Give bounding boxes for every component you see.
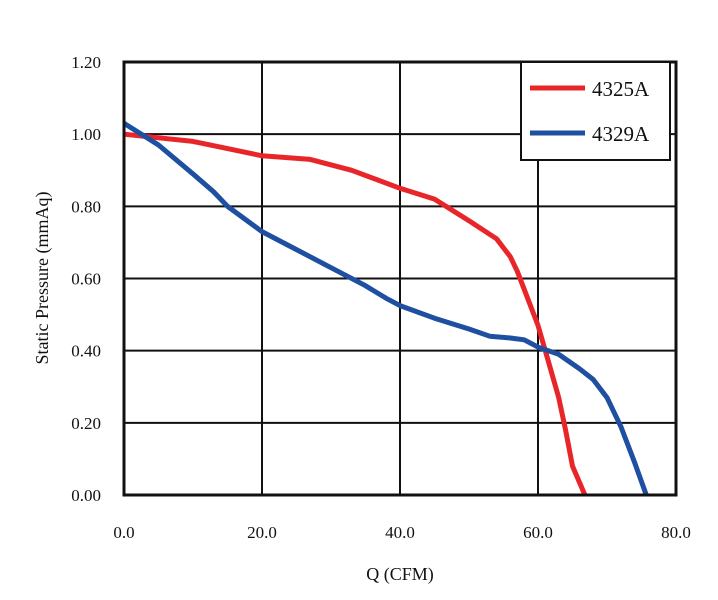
series-line-4329A xyxy=(122,121,649,496)
y-tick-label: 1.00 xyxy=(71,125,101,144)
y-tick-labels: 0.00 0.20 0.40 0.60 0.80 1.00 1.20 xyxy=(71,53,101,505)
y-tick-label: 0.20 xyxy=(71,414,101,433)
x-tick-label: 0.0 xyxy=(113,523,134,542)
y-tick-label: 0.60 xyxy=(71,270,101,289)
series-line-4325A xyxy=(123,131,588,496)
x-tick-labels: 0.0 20.0 40.0 60.0 80.0 xyxy=(113,523,691,542)
x-tick-label: 60.0 xyxy=(523,523,553,542)
x-tick-label: 80.0 xyxy=(661,523,691,542)
y-axis-title: Static Pressure (mmAq) xyxy=(32,192,53,365)
x-tick-label: 40.0 xyxy=(385,523,415,542)
legend-label-4329A: 4329A xyxy=(592,122,650,146)
y-tick-label: 1.20 xyxy=(71,53,101,72)
y-tick-label: 0.00 xyxy=(71,486,101,505)
x-tick-label: 20.0 xyxy=(247,523,277,542)
series-lines xyxy=(122,121,649,496)
y-tick-label: 0.40 xyxy=(71,342,101,361)
x-axis-title: Q (CFM) xyxy=(366,564,434,585)
legend: 4325A 4329A xyxy=(520,61,671,161)
y-tick-label: 0.80 xyxy=(71,197,101,216)
legend-label-4325A: 4325A xyxy=(592,77,650,101)
legend-box xyxy=(520,61,671,161)
plot-frame xyxy=(122,60,678,497)
